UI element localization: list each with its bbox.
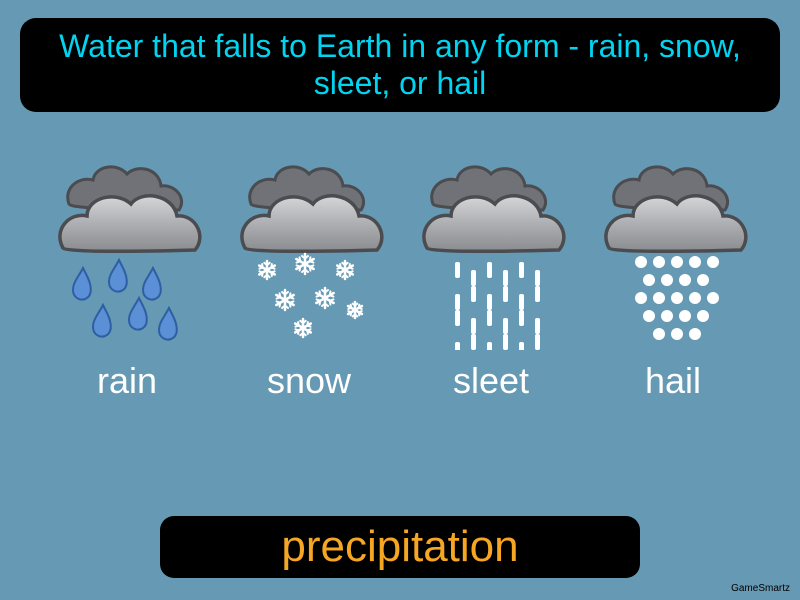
snow-label: snow <box>267 360 351 402</box>
credit-text: GameSmartz <box>731 583 790 594</box>
term-banner: precipitation <box>160 516 640 578</box>
rain-icon <box>45 150 210 350</box>
definition-text: Water that falls to Earth in any form - … <box>59 28 741 101</box>
hail-label: hail <box>645 360 701 402</box>
snow-icon <box>227 150 392 350</box>
hail-icon <box>591 150 756 350</box>
term-text: precipitation <box>281 522 518 571</box>
weather-col-hail: hail <box>586 150 760 402</box>
rain-label: rain <box>97 360 157 402</box>
weather-col-rain: rain <box>40 150 214 402</box>
sleet-label: sleet <box>453 360 529 402</box>
definition-banner: Water that falls to Earth in any form - … <box>20 18 780 112</box>
weather-col-snow: snow <box>222 150 396 402</box>
weather-col-sleet: sleet <box>404 150 578 402</box>
sleet-icon <box>409 150 574 350</box>
weather-row: rain <box>40 150 760 402</box>
